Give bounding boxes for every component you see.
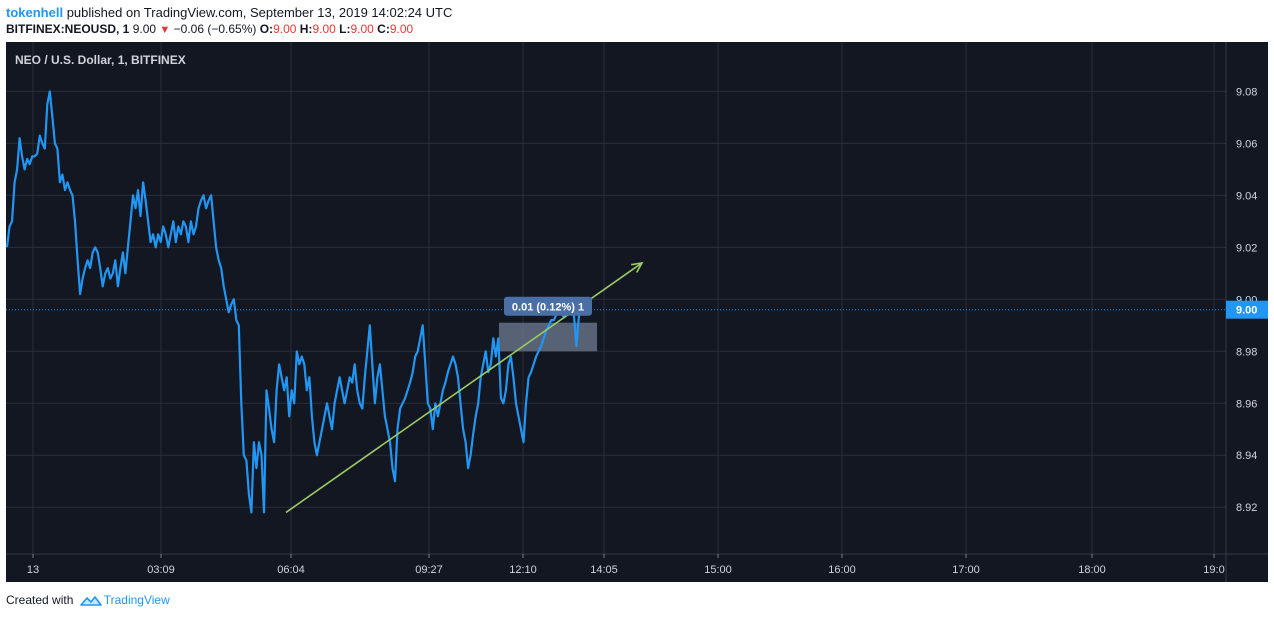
tradingview-link[interactable]: TradingView [103, 593, 170, 607]
price-chart[interactable]: 8.92 8.94 8.96 8.98 9.00 9.02 9.04 9.06 9.08 13 0… [5, 42, 1268, 582]
measure-label-text: 0.01 (0.12%) 1 [512, 302, 584, 314]
last-price-tag: 9.00 [1226, 300, 1268, 319]
open-label: O: [259, 22, 274, 36]
price-tick-label: 8.92 [1236, 502, 1257, 514]
created-with-text: Created with [6, 593, 74, 607]
time-tick-label: 16:00 [828, 564, 856, 576]
low-label: L: [339, 22, 351, 36]
time-tick-label: 09:27 [415, 564, 443, 576]
time-tick-label: 06:04 [277, 564, 305, 576]
time-tick-label: 03:09 [147, 564, 175, 576]
high-label: H: [299, 22, 313, 36]
last-price-tag-text: 9.00 [1236, 305, 1257, 317]
author-link[interactable]: tokenhell [6, 5, 64, 20]
time-axis[interactable]: 13 03:09 06:04 09:27 12:10 14:05 15:00 16:00 17:… [27, 554, 1225, 576]
last-price: 9.00 [132, 22, 157, 36]
chart-container[interactable]: 8.92 8.94 8.96 8.98 9.00 9.02 9.04 9.06 9.08 13 0… [5, 42, 1268, 582]
high-value: 9.00 [312, 22, 336, 36]
price-tick-label: 8.98 [1236, 346, 1257, 358]
time-tick-label: 15:00 [704, 564, 732, 576]
tradingview-logo-icon [79, 595, 102, 610]
trend-arrow-head-icon [631, 261, 644, 273]
symbol-info: BITFINEX:NEOUSD, 1 9.00 ▼ −0.06 (−0.65%)… [6, 22, 413, 36]
down-arrow-icon: ▼ [159, 24, 171, 36]
low-value: 9.00 [350, 22, 374, 36]
price-tick-label: 9.06 [1236, 138, 1257, 150]
time-tick-label: 14:05 [590, 564, 618, 576]
published-text: published on TradingView.com, September … [63, 5, 453, 20]
price-tick-label: 9.08 [1236, 86, 1257, 98]
time-tick-label: 13 [27, 564, 39, 576]
chart-title: NEO / U.S. Dollar, 1, BITFINEX [15, 53, 186, 67]
footer: Created with TradingView [6, 593, 170, 610]
price-tick-label: 9.02 [1236, 242, 1257, 254]
time-tick-label: 18:00 [1078, 564, 1106, 576]
last-price-tag-bg [1226, 300, 1268, 319]
measure-label: 0.01 (0.12%) 1 [504, 296, 592, 316]
price-series-line [5, 90, 585, 514]
measure-label-bg [504, 296, 592, 316]
price-tick-label: 8.96 [1236, 398, 1257, 410]
time-tick-label: 19:0 [1203, 564, 1224, 576]
open-value: 9.00 [273, 22, 297, 36]
price-tick-label: 9.04 [1236, 190, 1257, 202]
close-label: C: [377, 22, 390, 36]
chart-background [6, 42, 1268, 582]
publish-info: tokenhell published on TradingView.com, … [6, 5, 452, 20]
symbol-name: BITFINEX:NEOUSD, 1 [6, 22, 130, 36]
time-tick-label: 17:00 [952, 564, 980, 576]
price-tick-label: 8.94 [1236, 450, 1257, 462]
price-change: −0.06 (−0.65%) [173, 22, 257, 36]
time-tick-label: 12:10 [509, 564, 537, 576]
close-value: 9.00 [389, 22, 414, 36]
